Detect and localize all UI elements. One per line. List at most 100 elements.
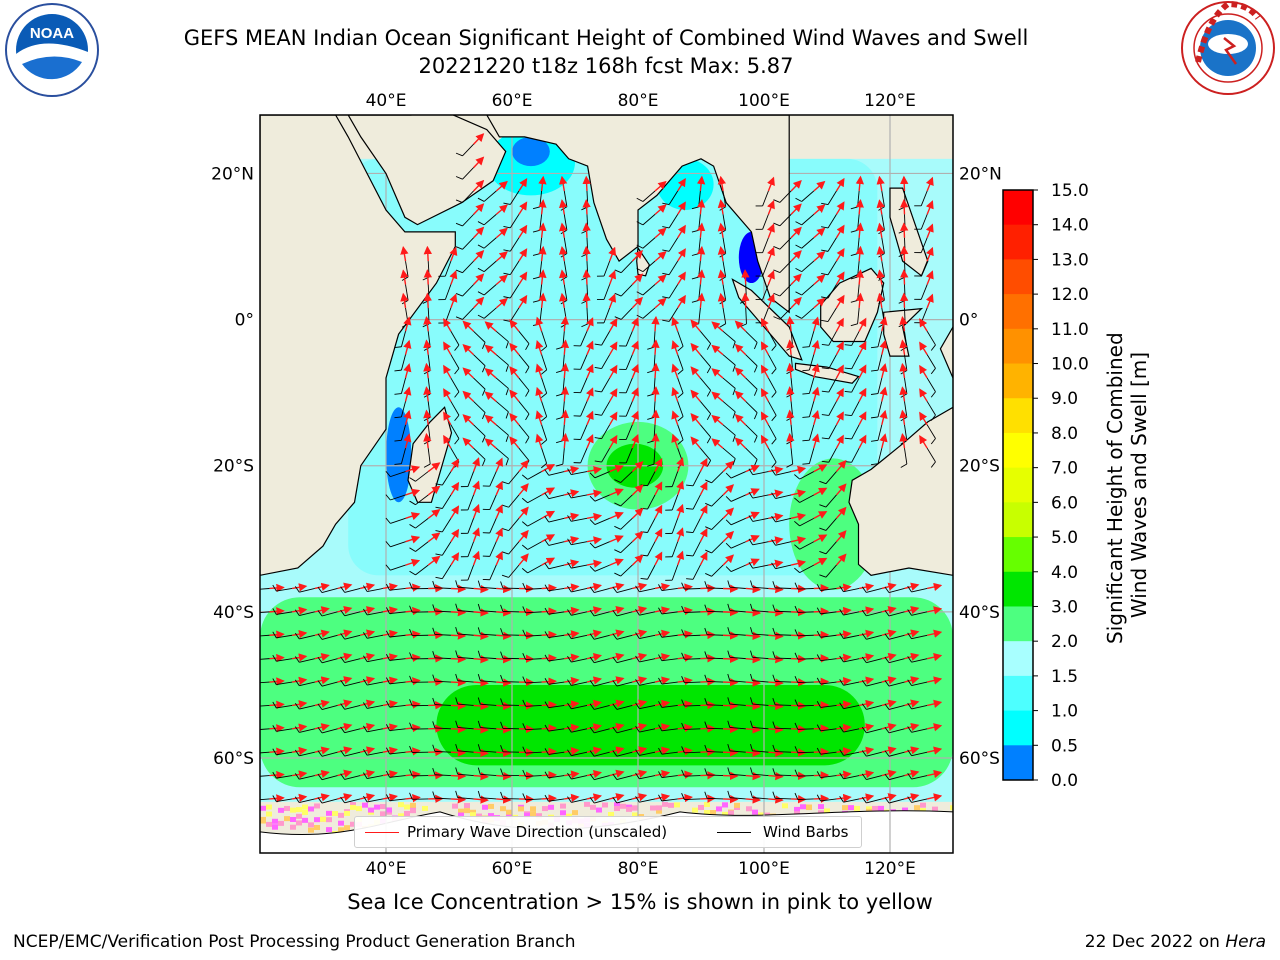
sea-ice-cell	[818, 804, 824, 810]
wind-barb-staff	[752, 494, 769, 499]
wind-barb-flag	[907, 726, 912, 733]
wind-barb-staff	[548, 541, 565, 546]
wave-direction-arrow	[496, 584, 512, 594]
wave-direction-arrow	[745, 488, 760, 496]
wave-direction-arrow	[813, 771, 830, 780]
wave-direction-arrow	[337, 606, 353, 615]
wave-direction-arrow	[473, 631, 489, 641]
wave-direction-arrow	[462, 367, 475, 379]
sea-ice-cell	[404, 804, 410, 810]
wind-barb-flag	[454, 438, 460, 445]
colorbar-tick-label: 6.0	[1051, 493, 1078, 513]
sea-ice-cell	[614, 802, 620, 808]
wave-direction-arrow	[734, 343, 747, 356]
wave-direction-arrow	[560, 409, 570, 425]
wave-direction-arrow	[427, 485, 441, 496]
wind-barb-staff	[462, 190, 474, 203]
sea-ice-cell	[290, 807, 296, 813]
wind-barb-staff	[700, 330, 711, 344]
wind-barb-flag	[294, 796, 300, 803]
wind-barb-flag	[771, 461, 777, 468]
wind-barb-flag	[907, 656, 912, 663]
wave-direction-arrow	[927, 699, 943, 708]
wind-barb-flag	[794, 520, 800, 527]
wind-barb-flag	[385, 517, 391, 524]
footer-date: 22 Dec 2022 on Hera	[1084, 932, 1266, 952]
wind-barb-staff	[825, 518, 837, 531]
wind-barb-staff	[367, 775, 383, 780]
wave-direction-arrow	[836, 606, 852, 616]
wave-direction-arrow	[813, 794, 830, 803]
wave-direction-arrow	[541, 654, 557, 663]
colorbar-tick-label: 13.0	[1051, 250, 1089, 270]
wave-direction-arrow	[927, 769, 943, 779]
wave-direction-arrow	[423, 339, 432, 355]
wind-barb-staff	[473, 424, 486, 437]
wind-barb-staff	[415, 541, 429, 552]
lat-tick-label-right: 0°	[959, 311, 978, 331]
wind-barb-staff	[801, 284, 815, 296]
wind-barb-flag	[816, 701, 821, 708]
chart-title: GEFS MEAN Indian Ocean Significant Heigh…	[183, 26, 1029, 50]
wave-direction-arrow	[473, 725, 489, 734]
wave-direction-arrow	[768, 466, 784, 475]
wave-direction-arrow	[767, 270, 775, 285]
wind-barb-flag	[521, 474, 528, 480]
sea-ice-cell	[560, 810, 566, 816]
wind-barb-staff	[843, 775, 860, 780]
wind-barb-flag	[500, 698, 504, 706]
wave-direction-arrow	[495, 527, 503, 543]
wind-barb-flag	[750, 744, 753, 751]
wave-direction-arrow	[899, 409, 908, 425]
wind-barb-flag	[658, 771, 663, 778]
wind-barb-staff	[668, 260, 679, 275]
wave-direction-arrow	[813, 654, 830, 663]
wind-barb-flag	[567, 772, 572, 780]
sea-ice-cell	[530, 811, 536, 817]
wind-barb-flag	[272, 631, 277, 639]
wind-barb-staff	[920, 260, 928, 277]
wind-barb-staff	[866, 798, 882, 804]
wind-barb-staff	[548, 494, 565, 500]
wind-barb-flag	[681, 722, 685, 730]
wind-barb-staff	[509, 237, 520, 252]
wind-barb-flag	[317, 656, 323, 664]
wave-direction-arrow	[473, 133, 485, 145]
wind-barb-staff	[594, 611, 610, 617]
wind-barb-staff	[729, 656, 746, 660]
wind-barb-staff	[888, 704, 905, 710]
wave-direction-arrow	[496, 701, 512, 711]
wave-direction-arrow	[631, 387, 639, 402]
wind-barb-flag	[794, 652, 799, 660]
wind-barb-staff	[926, 377, 936, 392]
wave-direction-arrow	[564, 465, 580, 475]
wave-direction-arrow	[855, 245, 864, 262]
wind-barb-flag	[772, 604, 776, 612]
wave-direction-arrow	[609, 652, 625, 661]
wind-barb-flag	[753, 459, 758, 467]
wind-barb-flag	[794, 676, 799, 683]
wave-direction-arrow	[836, 653, 852, 662]
wind-barb-flag	[385, 470, 391, 477]
wind-barb-flag	[505, 435, 509, 442]
wind-barb-flag	[394, 416, 402, 419]
wave-direction-arrow	[585, 317, 594, 332]
wind-barb-flag	[294, 632, 300, 640]
wave-direction-arrow	[760, 411, 770, 426]
wind-barb-staff	[797, 798, 814, 800]
wind-barb-flag	[819, 480, 827, 485]
wind-barb-flag	[662, 226, 670, 229]
wind-barb-staff	[722, 424, 736, 436]
wind-barb-staff	[684, 798, 701, 801]
wind-barb-staff	[752, 541, 769, 546]
wind-barb-flag	[704, 651, 708, 659]
wind-barb-staff	[851, 331, 860, 346]
wind-barb-staff	[344, 588, 361, 593]
wave-direction-arrow	[405, 465, 421, 474]
wave-direction-arrow	[904, 652, 920, 661]
wind-barb-staff	[480, 727, 497, 730]
wave-direction-arrow	[671, 433, 680, 449]
wave-direction-arrow	[745, 558, 760, 567]
wave-direction-arrow	[835, 317, 844, 332]
wind-barb-legend-label: Wind Barbs	[763, 823, 849, 841]
